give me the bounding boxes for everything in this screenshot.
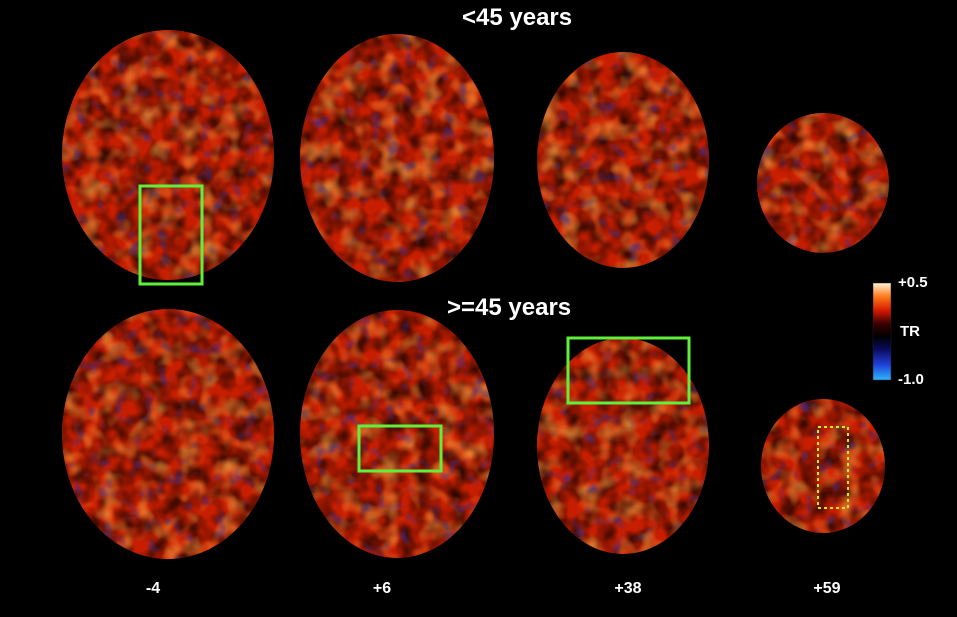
brain-bottom-plus59 — [761, 399, 885, 533]
slice-label-1: -4 — [145, 580, 161, 597]
colorbar-max-label: +0.5 — [898, 274, 928, 291]
highlight-box-top-left — [138, 184, 204, 286]
highlight-box-bottom-center — [357, 424, 443, 473]
brain-bottom-minus4 — [62, 309, 274, 559]
highlight-box-bottom-frontal — [566, 336, 691, 405]
slice-label-4: +59 — [813, 580, 841, 597]
brain-top-plus38 — [537, 52, 709, 268]
brain-bottom-plus6 — [300, 310, 494, 558]
colorbar — [872, 282, 892, 381]
brain-top-minus4 — [62, 30, 274, 280]
row-title-45-and-over: >=45 years — [447, 294, 572, 321]
colorbar-min-label: -1.0 — [898, 371, 924, 388]
slice-label-3: +38 — [614, 580, 642, 597]
brain-top-plus6 — [300, 34, 494, 282]
slice-label-2: +6 — [372, 580, 392, 597]
dotted-box-bottom-right — [817, 426, 849, 509]
brain-top-plus59 — [757, 113, 889, 253]
row-title-under-45: <45 years — [462, 4, 573, 31]
colorbar-mid-label: TR — [900, 323, 920, 340]
brain-bottom-plus38 — [537, 338, 709, 554]
